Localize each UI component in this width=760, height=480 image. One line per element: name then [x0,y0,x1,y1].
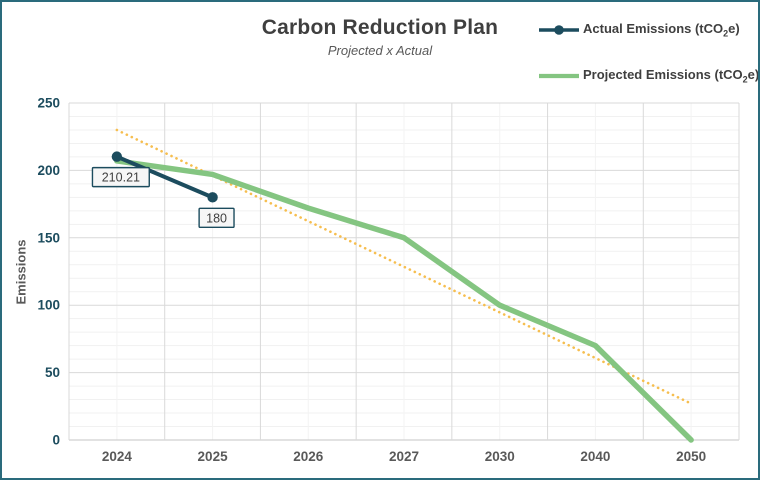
actual-data-point-marker [207,192,218,203]
legend-item-actual[interactable]: Actual Emissions (tCO2e) [538,20,758,40]
y-tick-label: 50 [45,365,60,380]
legend-label-actual: Actual Emissions (tCO2e) [583,21,740,39]
chart-subtitle: Projected x Actual [327,43,433,58]
legend-item-projected[interactable]: Projected Emissions (tCO2e) [538,66,760,86]
actual-series-line-circle-icon [539,25,579,35]
y-tick-label: 150 [37,230,60,245]
data-label-box [198,207,235,229]
x-tick-label: 2027 [389,449,419,464]
y-tick-label: 200 [37,163,60,178]
y-tick-label: 250 [37,96,60,111]
x-tick-label: 2025 [198,449,229,464]
actual-series-line [114,154,215,200]
actual-data-point-marker [111,151,123,162]
x-tick-label: 2050 [676,449,706,464]
trendline [115,128,693,405]
x-tick-label: 2030 [485,449,515,464]
data-label: 180 [206,211,227,225]
projected-series-line-icon [539,73,579,79]
data-label: 210.21 [102,171,140,185]
legend-label-projected: Projected Emissions (tCO2e) [583,67,760,85]
legend: Actual Emissions (tCO2e) Projected Emiss… [538,20,760,86]
x-tick-label: 2040 [580,449,610,464]
y-tick-label: 0 [52,433,60,448]
chart-title: Carbon Reduction Plan [261,16,499,39]
y-tick-label: 100 [37,298,60,313]
x-tick-label: 2026 [293,449,324,464]
data-label-box [91,166,150,188]
projected-series-line [114,158,694,443]
x-tick-label: 2024 [102,449,133,464]
